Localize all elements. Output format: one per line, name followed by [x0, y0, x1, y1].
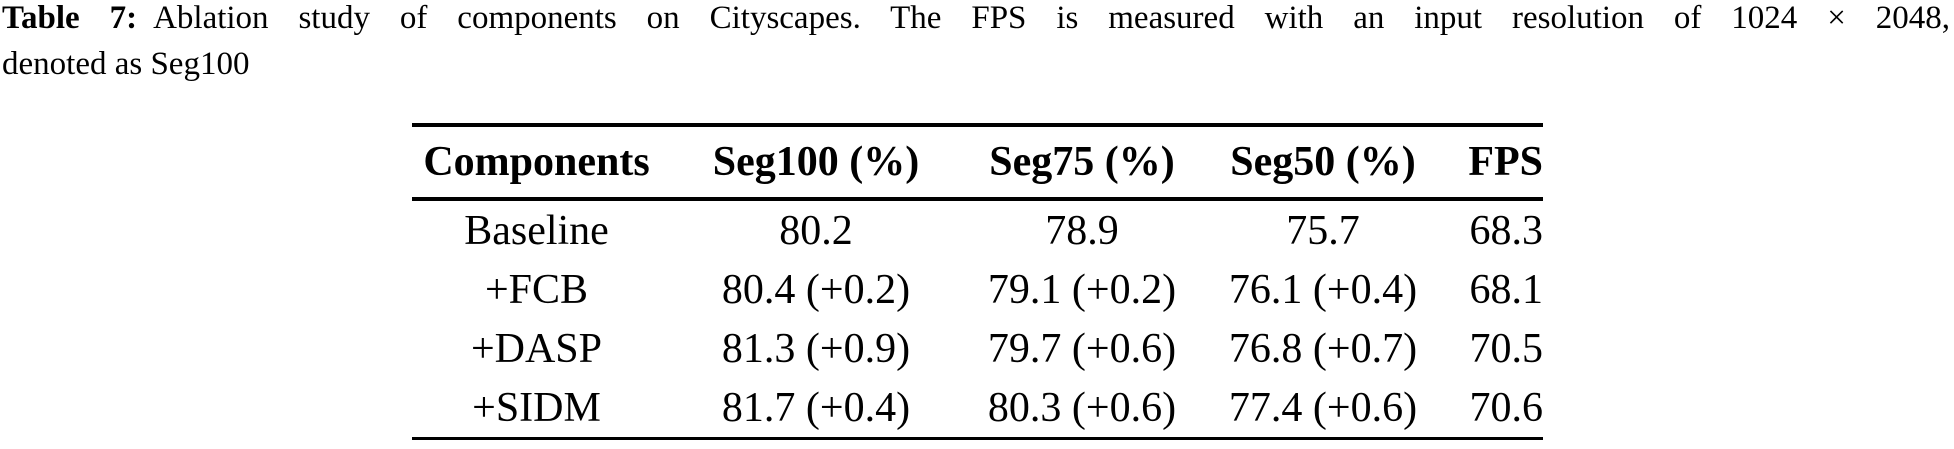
- table-row-sidm: +SIDM 81.7 (+0.4) 80.3 (+0.6) 77.4 (+0.6…: [412, 378, 1543, 440]
- cell-fps: 68.1: [1469, 266, 1544, 313]
- caption-label: Table 7:: [2, 0, 138, 36]
- cell-seg75: 78.9: [1045, 207, 1119, 254]
- col-header-fps: FPS: [1453, 123, 1543, 201]
- table-row-baseline: Baseline 80.2 78.9 75.7 68.3: [412, 201, 1543, 260]
- caption-text-line1: Ablation study of components on Cityscap…: [153, 0, 1951, 36]
- ablation-table: Components Seg100 (%) Seg75 (%) Seg50 (%…: [412, 123, 1543, 440]
- col-header-seg100: Seg100 (%): [661, 123, 971, 201]
- cell-seg75: 79.1 (+0.2): [987, 266, 1177, 313]
- cell-seg50: 76.1 (+0.4): [1228, 266, 1418, 313]
- cell-fps: 70.6: [1453, 378, 1543, 440]
- table-header-row: Components Seg100 (%) Seg75 (%) Seg50 (%…: [412, 123, 1543, 201]
- col-header-seg75: Seg75 (%): [971, 123, 1193, 201]
- table-row-fcb: +FCB 80.4 (+0.2) 79.1 (+0.2) 76.1 (+0.4)…: [412, 260, 1543, 319]
- cell-seg75: 80.3 (+0.6): [971, 378, 1193, 440]
- caption-text-line2: denoted as Seg100: [2, 46, 250, 82]
- cell-seg100: 80.4 (+0.2): [721, 266, 911, 313]
- table-caption: Table 7: Ablation study of components on …: [2, 0, 1950, 87]
- cell-fps: 68.3: [1469, 207, 1544, 254]
- col-header-components: Components: [412, 123, 661, 201]
- cell-component: Baseline: [464, 207, 609, 254]
- cell-seg50: 75.7: [1286, 207, 1360, 254]
- cell-seg100: 81.3 (+0.9): [721, 325, 911, 372]
- cell-seg100: 81.7 (+0.4): [661, 378, 971, 440]
- cell-seg50: 76.8 (+0.7): [1228, 325, 1418, 372]
- cell-component: +DASP: [470, 325, 603, 372]
- cell-seg75: 79.7 (+0.6): [987, 325, 1177, 372]
- caption-line-1: Table 7: Ablation study of components on …: [2, 0, 1950, 41]
- table-row-dasp: +DASP 81.3 (+0.9) 79.7 (+0.6) 76.8 (+0.7…: [412, 319, 1543, 378]
- cell-seg100: 80.2: [779, 207, 853, 254]
- col-header-seg50: Seg50 (%): [1193, 123, 1453, 201]
- cell-seg50: 77.4 (+0.6): [1193, 378, 1453, 440]
- cell-component: +SIDM: [412, 378, 661, 440]
- cell-fps: 70.5: [1469, 325, 1544, 372]
- cell-component: +FCB: [484, 266, 589, 313]
